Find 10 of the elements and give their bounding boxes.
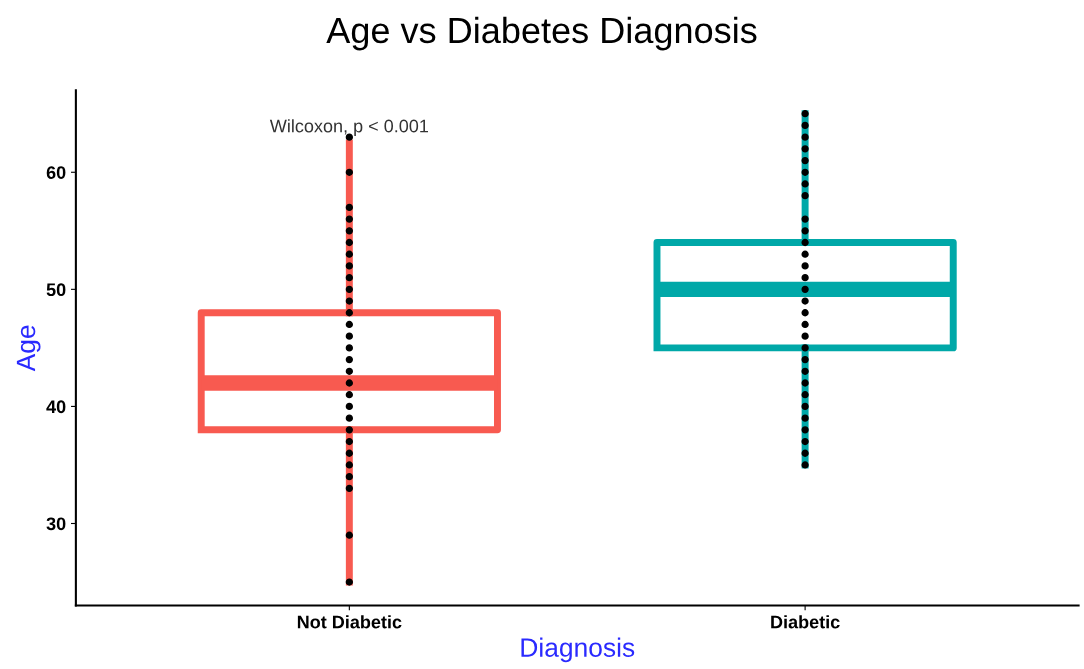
y-tick-label: 50 — [46, 283, 66, 297]
chart-title: Age vs Diabetes Diagnosis — [326, 16, 757, 51]
y-tick-label: 40 — [46, 400, 66, 414]
x-tick-label: Diabetic — [771, 615, 840, 629]
x-tick-label: Not Diabetic — [297, 615, 402, 629]
x-axis-title: Diagnosis — [521, 637, 635, 663]
y-tick-label: 60 — [46, 166, 66, 179]
y-axis-title: Age — [16, 325, 41, 372]
y-tick-label: 30 — [46, 517, 66, 531]
annotation: Wilcoxon, p < 0.001 — [269, 119, 429, 136]
